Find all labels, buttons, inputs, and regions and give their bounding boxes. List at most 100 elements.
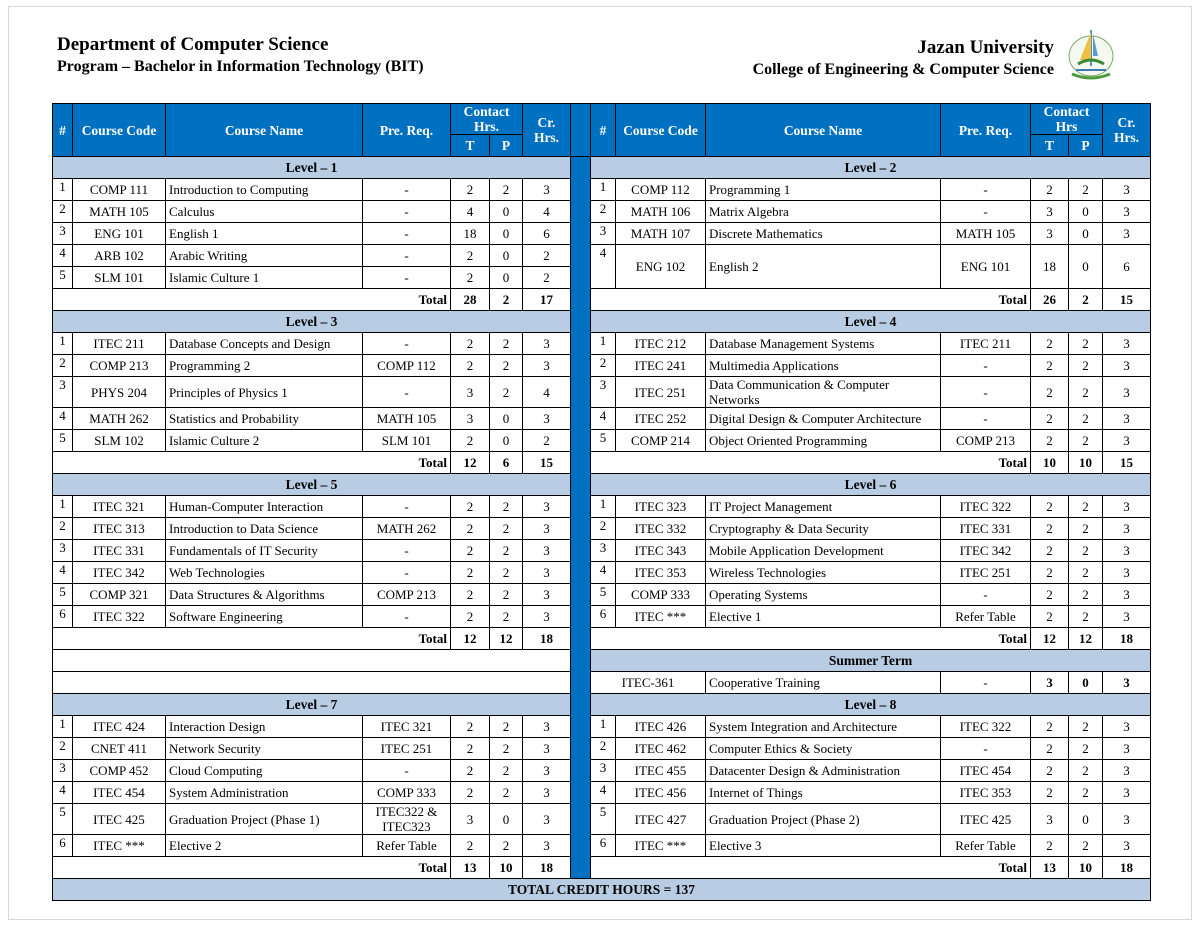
total-t-left: 28 [450,288,490,311]
left-course-name: Fundamentals of IT Security [165,539,363,562]
left-contact-p: 2 [489,605,523,628]
table-subheader-row: T P T P [53,134,1151,157]
total-row: Total 28 2 17 Total 26 2 15 [52,288,1151,311]
total-label-left: Total [52,451,451,474]
grand-total-row: TOTAL CREDIT HOURS = 137 [52,878,1151,901]
right-contact-t: 2 [1030,781,1069,804]
right-course-number: 4 [590,407,616,430]
left-contact-p: 2 [489,737,523,760]
right-contact-t: 2 [1030,583,1069,606]
right-contact-p: 2 [1068,178,1103,201]
left-course-name: Programming 2 [165,354,363,377]
left-contact-p: 2 [489,376,523,408]
right-contact-t: 2 [1030,376,1069,408]
right-course-number: 1 [590,715,616,738]
right-course-prereq: ITEC 322 [940,495,1031,518]
left-course-prereq: - [362,539,451,562]
right-credit-hours: 3 [1102,561,1151,584]
left-contact-p: 0 [489,244,523,267]
left-course-code: MATH 262 [72,407,166,430]
left-credit-hours: 3 [522,495,571,518]
level-heading-right: Level – 8 [590,693,1151,716]
left-contact-p: 0 [489,200,523,223]
left-course-name: Principles of Physics 1 [165,376,363,408]
right-contact-t: 18 [1030,244,1069,289]
total-p-right: 12 [1068,627,1103,650]
right-credit-hours: 3 [1102,539,1151,562]
right-course-number: 2 [590,737,616,760]
left-credit-hours: 3 [522,354,571,377]
right-course-code: ITEC 332 [615,517,706,540]
left-course-number: 3 [52,222,73,245]
course-row: 1 ITEC 424 Interaction Design ITEC 321 2 2 3 1 I… [52,715,1151,738]
level-heading-left: Level – 7 [52,693,571,716]
department-title: Department of Computer Science [57,34,329,55]
course-row: 1 COMP 111 Introduction to Computing -2 2 3 1 C… [52,178,1151,201]
left-contact-t: 2 [450,539,490,562]
left-course-prereq: - [362,759,451,782]
total-cr-left: 18 [522,627,571,650]
left-contact-t: 2 [450,332,490,355]
total-row: Total 12 6 15 Total 10 10 15 [52,451,1151,474]
left-contact-p: 2 [489,178,523,201]
left-credit-hours: 3 [522,834,571,857]
total-row: Total 13 10 18 Total 13 10 18 [52,856,1151,879]
col-p-left: P [489,134,523,157]
course-row: 3 ENG 101 English 1-18 0 6 3 MATH 107 Discrete … [52,222,1151,245]
level-heading-right: Level – 4 [590,310,1151,333]
left-course-number: 5 [52,803,73,835]
left-course-code: SLM 101 [72,266,166,289]
left-course-prereq: MATH 105 [362,407,451,430]
left-credit-hours: 3 [522,539,571,562]
left-credit-hours: 3 [522,561,571,584]
level-heading-left: Level – 1 [52,156,571,179]
right-course-prereq: ITEC 322 [940,715,1031,738]
left-credit-hours: 3 [522,803,571,835]
left-course-code: ARB 102 [72,244,166,267]
right-course-number: 6 [590,834,616,857]
right-credit-hours: 3 [1102,517,1151,540]
left-contact-t: 2 [450,583,490,606]
left-course-code: ITEC 322 [72,605,166,628]
right-course-number: 5 [590,803,616,835]
right-credit-hours: 3 [1102,605,1151,628]
col-p-right: P [1068,134,1103,157]
center-divider [570,156,591,879]
left-course-name: Human-Computer Interaction [165,495,363,518]
course-row: 3 COMP 452 Cloud Computing -2 2 3 3 ITEC 455 Dat… [52,759,1151,782]
right-course-prereq: - [940,178,1031,201]
left-course-number: 2 [52,200,73,223]
right-course-number: 3 [590,222,616,245]
right-course-code: COMP 214 [615,429,706,452]
left-contact-t: 2 [450,834,490,857]
right-credit-hours: 3 [1102,737,1151,760]
right-contact-p: 2 [1068,781,1103,804]
right-contact-p: 0 [1068,222,1103,245]
left-course-name: Calculus [165,200,363,223]
left-course-prereq: - [362,244,451,267]
left-contact-p: 2 [489,583,523,606]
summer-course-code: ITEC-361 [590,671,706,694]
left-course-number: 2 [52,354,73,377]
left-credit-hours: 3 [522,517,571,540]
left-credit-hours: 3 [522,737,571,760]
right-course-number: 2 [590,517,616,540]
right-contact-t: 2 [1030,495,1069,518]
right-course-number: 1 [590,495,616,518]
left-contact-t: 2 [450,759,490,782]
right-course-name: Computer Ethics & Society [705,737,941,760]
col-t-left: T [450,134,490,157]
right-credit-hours: 3 [1102,583,1151,606]
left-course-code: ITEC 342 [72,561,166,584]
course-row: 4 ARB 102 Arabic Writing -2 0 2 4 ENG 102 Englis… [52,244,1151,289]
right-contact-t: 2 [1030,561,1069,584]
left-course-code: COMP 213 [72,354,166,377]
left-course-prereq: - [362,605,451,628]
right-course-code: ITEC 212 [615,332,706,355]
right-contact-t: 2 [1030,178,1069,201]
total-p-right: 10 [1068,451,1103,474]
total-p-left: 10 [489,856,523,879]
left-contact-p: 2 [489,759,523,782]
right-credit-hours: 3 [1102,200,1151,223]
total-cr-left: 18 [522,856,571,879]
